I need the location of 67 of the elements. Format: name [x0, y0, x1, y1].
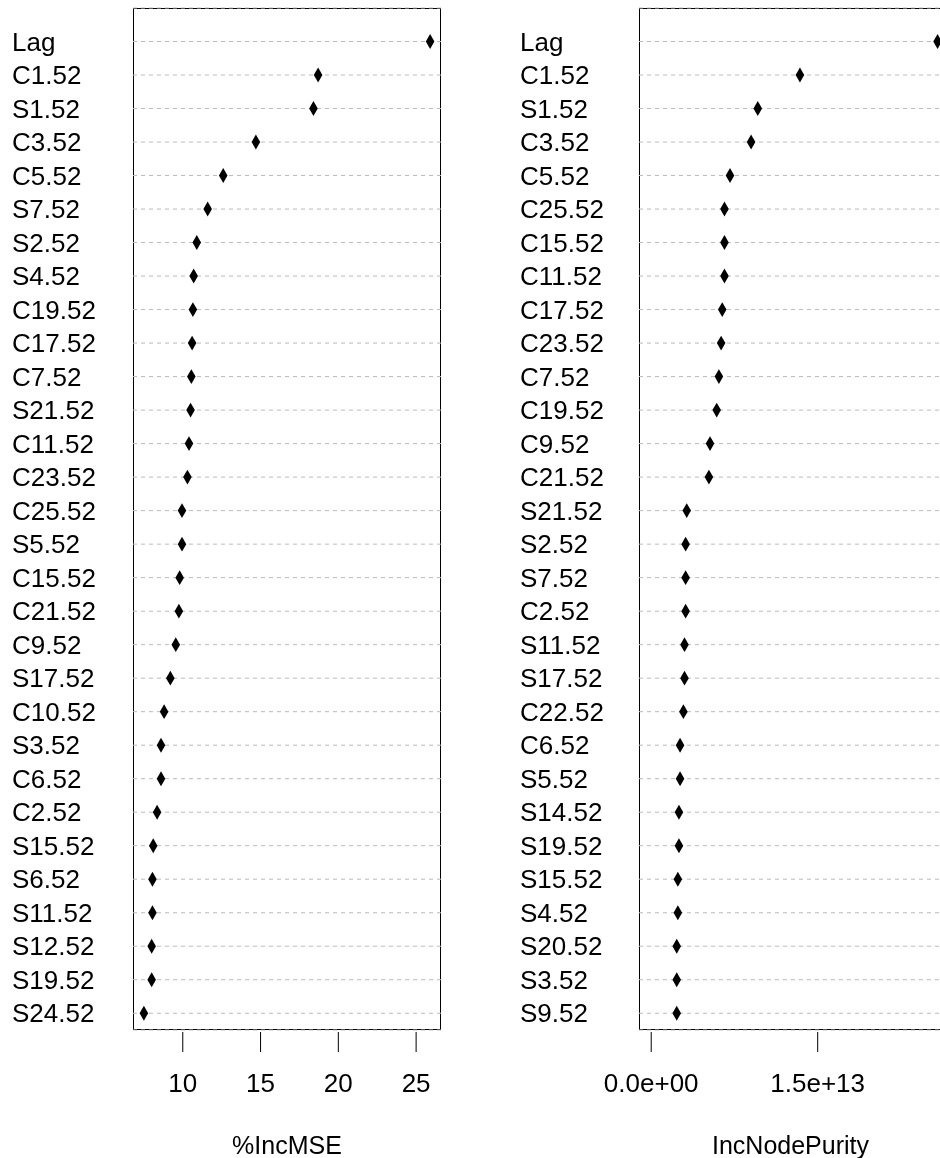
y-tick-label: S7.52	[12, 194, 80, 225]
y-tick-label: S19.52	[520, 830, 603, 861]
y-tick-label: C3.52	[12, 127, 82, 158]
x-tick-label: 0.0e+00	[603, 1068, 699, 1098]
y-tick-label: S2.52	[520, 529, 588, 560]
y-tick-label: C10.52	[12, 696, 96, 727]
y-tick-label: S5.52	[520, 763, 588, 794]
y-tick-label: S5.52	[12, 529, 80, 560]
y-tick-label: C9.52	[520, 428, 590, 459]
y-tick-label: S11.52	[520, 629, 601, 660]
y-tick-label: C22.52	[520, 696, 604, 727]
x-tick-label: 25	[401, 1068, 431, 1098]
x-tick-label: 10	[168, 1068, 198, 1098]
y-tick-label: C17.52	[12, 328, 96, 359]
x-tick-label: 15	[246, 1068, 276, 1098]
y-tick-label: C11.52	[520, 261, 602, 292]
y-tick-label: C2.52	[12, 797, 82, 828]
y-tick-label: C23.52	[520, 328, 604, 359]
y-tick-label: S7.52	[520, 562, 588, 593]
y-tick-label: S24.52	[12, 998, 95, 1029]
y-tick-label: S11.52	[12, 897, 93, 928]
y-tick-label: C1.52	[12, 60, 82, 91]
x-axis-title: %IncMSE	[232, 1131, 342, 1158]
y-tick-label: C2.52	[520, 596, 590, 627]
y-tick-label: C17.52	[520, 294, 604, 325]
y-tick-label: C19.52	[520, 395, 604, 426]
y-tick-label: S21.52	[520, 495, 603, 526]
y-tick-label: C5.52	[12, 160, 82, 191]
y-tick-label: S3.52	[520, 964, 588, 995]
y-tick-label: C6.52	[12, 763, 82, 794]
y-tick-label: S2.52	[12, 227, 80, 258]
y-tick-label: S1.52	[520, 93, 588, 124]
y-tick-label: C23.52	[12, 462, 96, 493]
y-tick-label: C25.52	[520, 194, 604, 225]
y-tick-label: C15.52	[520, 227, 604, 258]
y-tick-label: C19.52	[12, 294, 96, 325]
y-tick-label: S17.52	[12, 663, 95, 694]
y-tick-label: S15.52	[12, 830, 95, 861]
y-tick-label: C6.52	[520, 730, 590, 761]
y-tick-label: S20.52	[520, 931, 603, 962]
y-tick-label: S4.52	[520, 897, 588, 928]
y-tick-label: C25.52	[12, 495, 96, 526]
y-tick-label: S6.52	[12, 864, 80, 895]
y-tick-label: C7.52	[520, 361, 590, 392]
y-tick-label: C1.52	[520, 60, 590, 91]
y-tick-label: S9.52	[520, 998, 588, 1029]
y-tick-label: S12.52	[12, 931, 95, 962]
y-tick-label: C5.52	[520, 160, 590, 191]
y-tick-label: C7.52	[12, 361, 82, 392]
y-tick-label: Lag	[12, 26, 56, 57]
y-tick-label: S19.52	[12, 964, 95, 995]
y-tick-label: C15.52	[12, 562, 96, 593]
x-tick-label: 1.5e+13	[770, 1068, 866, 1098]
y-tick-label: S3.52	[12, 730, 80, 761]
y-tick-label: S21.52	[12, 395, 95, 426]
y-tick-label: S1.52	[12, 93, 80, 124]
y-tick-label: S4.52	[12, 261, 80, 292]
y-tick-label: Lag	[520, 26, 564, 57]
y-tick-label: S17.52	[520, 663, 603, 694]
y-tick-label: S15.52	[520, 864, 603, 895]
y-tick-label: C9.52	[12, 629, 82, 660]
y-tick-label: C21.52	[520, 462, 604, 493]
y-tick-label: C11.52	[12, 428, 94, 459]
y-tick-label: C3.52	[520, 127, 590, 158]
y-tick-label: S14.52	[520, 797, 603, 828]
x-tick-label: 20	[323, 1068, 353, 1098]
y-tick-label: C21.52	[12, 596, 96, 627]
